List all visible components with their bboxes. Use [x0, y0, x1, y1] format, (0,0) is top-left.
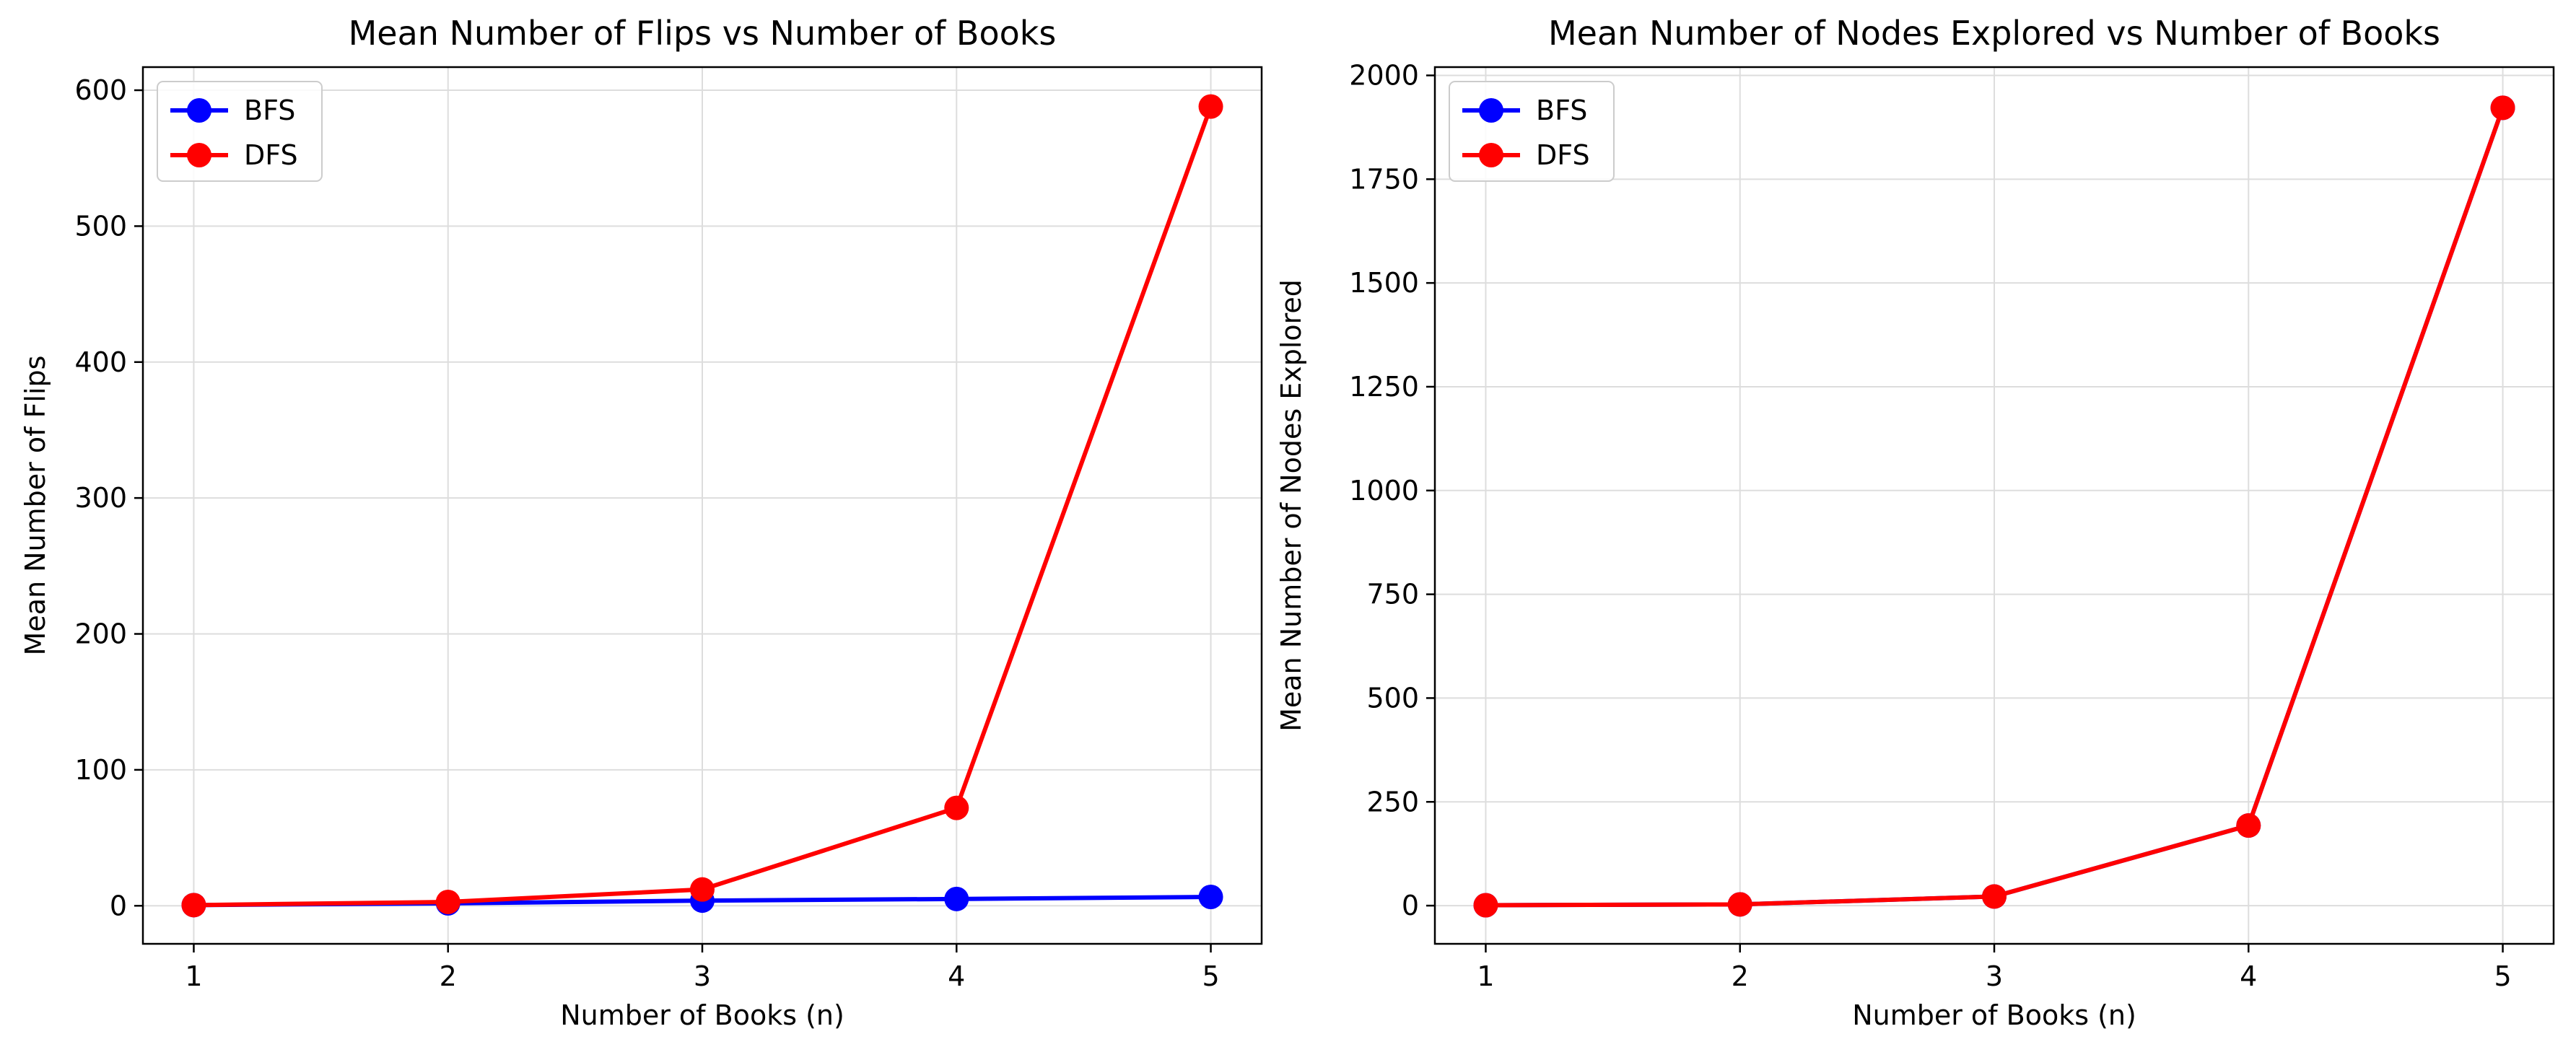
- flips-chart-panel: 1 2 3 4 5 0 100 200 300 400 500 600 Mean Number of F…: [19, 14, 1263, 1031]
- legend: BFS DFS: [157, 81, 323, 182]
- x-tick-label: 2: [1732, 960, 1749, 992]
- y-tick-label: 100: [74, 754, 127, 786]
- x-axis-label: Number of Books (n): [560, 999, 844, 1031]
- x-tick-label: 5: [1202, 960, 1219, 992]
- data-point-dfs: [181, 893, 206, 918]
- chart-title: Mean Number of Nodes Explored vs Number …: [1548, 14, 2440, 53]
- x-tick-label: 3: [1986, 960, 2003, 992]
- data-point-dfs: [1982, 884, 2007, 909]
- data-point-dfs: [944, 795, 969, 820]
- data-point-dfs: [1198, 94, 1223, 119]
- legend-swatch-marker: [187, 143, 211, 167]
- y-tick-label: 750: [1366, 579, 1419, 610]
- x-tick-label: 4: [948, 960, 965, 992]
- y-tick-label: 1500: [1349, 267, 1419, 299]
- y-tick-label: 500: [1366, 682, 1419, 714]
- x-tick-label: 4: [2240, 960, 2257, 992]
- y-tick-label: 2000: [1349, 60, 1419, 92]
- chart-title: Mean Number of Flips vs Number of Books: [349, 14, 1057, 53]
- legend-label: DFS: [1536, 139, 1590, 171]
- x-tick-label: 2: [440, 960, 457, 992]
- data-point-dfs: [2236, 813, 2261, 838]
- y-tick-label: 300: [74, 482, 127, 514]
- x-tick-label: 5: [2494, 960, 2511, 992]
- nodes-chart-panel: 1 2 3 4 5 0 250 500 750 1000 1250 1500 1750 2000 Mean …: [1275, 14, 2555, 1031]
- legend-label: DFS: [244, 139, 298, 171]
- data-point-dfs: [690, 877, 715, 902]
- y-tick-label: 400: [74, 346, 127, 378]
- data-point-bfs: [1198, 885, 1223, 910]
- x-tick-label: 1: [185, 960, 202, 992]
- y-tick-label: 1000: [1349, 475, 1419, 507]
- y-tick-label: 200: [74, 618, 127, 650]
- y-tick-label: 250: [1366, 786, 1419, 818]
- legend: BFS DFS: [1449, 81, 1615, 182]
- y-tick-label: 1250: [1349, 371, 1419, 403]
- x-tick-label: 1: [1477, 960, 1494, 992]
- data-point-dfs: [1473, 893, 1498, 918]
- legend-swatch-marker: [1479, 98, 1503, 123]
- x-axis-label: Number of Books (n): [1852, 999, 2136, 1031]
- legend-label: BFS: [1536, 95, 1587, 126]
- x-tick-label: 3: [694, 960, 711, 992]
- y-tick-label: 1750: [1349, 163, 1419, 195]
- y-axis-label: Mean Number of Flips: [19, 356, 51, 656]
- data-point-dfs: [1727, 892, 1752, 917]
- y-tick-label: 0: [1402, 890, 1419, 921]
- y-axis-label: Mean Number of Nodes Explored: [1275, 279, 1307, 732]
- data-point-dfs: [2490, 95, 2515, 121]
- y-tick-label: 600: [74, 74, 127, 106]
- y-tick-label: 0: [110, 890, 127, 921]
- y-tick-label: 500: [74, 210, 127, 242]
- data-point-dfs: [435, 889, 460, 914]
- legend-swatch-marker: [187, 98, 211, 123]
- legend-label: BFS: [244, 95, 295, 126]
- legend-swatch-marker: [1479, 143, 1503, 167]
- data-point-bfs: [944, 886, 969, 911]
